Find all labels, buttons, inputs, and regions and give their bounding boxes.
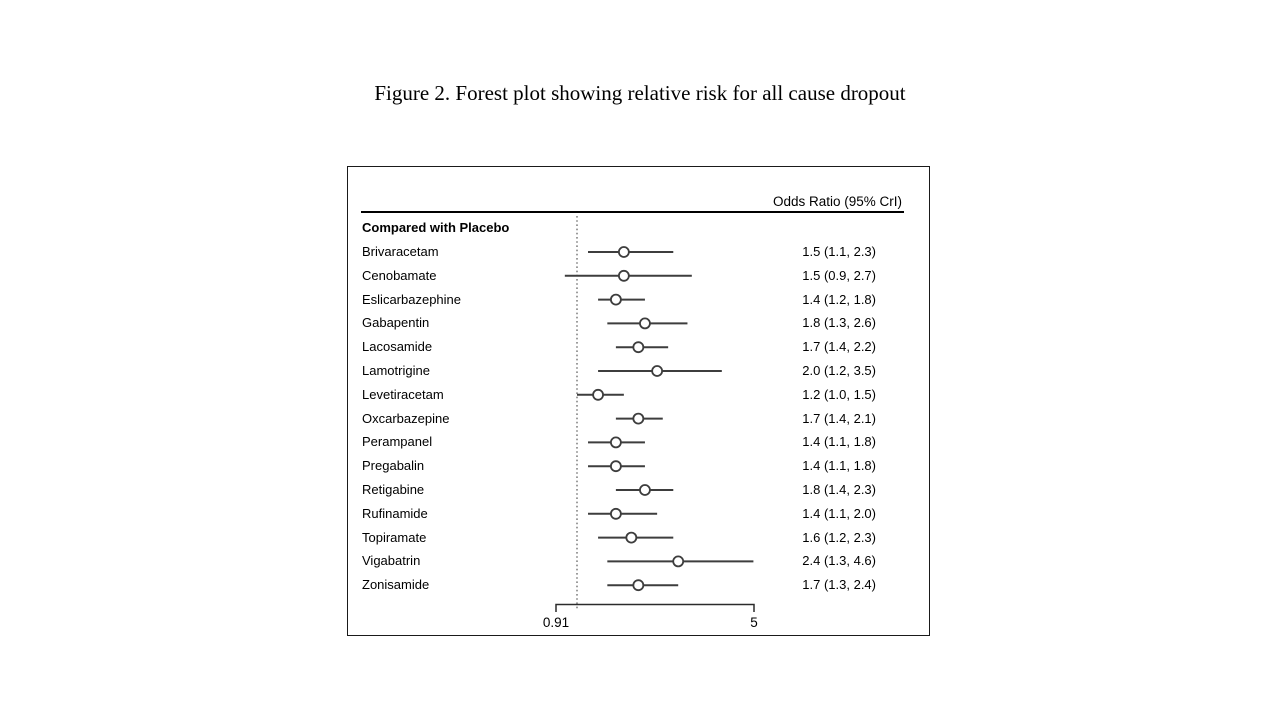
drug-label: Brivaracetam <box>362 244 439 259</box>
or-marker <box>625 531 638 544</box>
or-value: 1.7 (1.4, 2.2) <box>802 339 876 355</box>
drug-label: Perampanel <box>362 434 433 450</box>
or-value: 1.8 (1.4, 2.3) <box>802 482 876 497</box>
or-marker <box>609 460 622 473</box>
or-value: 1.7 (1.3, 2.4) <box>802 577 876 593</box>
drug-label: Pregabalin <box>362 458 425 474</box>
or-marker <box>632 579 645 592</box>
or-marker <box>639 484 651 496</box>
figure-title: Figure 2. Forest plot showing relative r… <box>374 81 906 105</box>
or-value: 1.5 (0.9, 2.7) <box>802 267 876 283</box>
or-marker <box>609 293 622 306</box>
or-value: 1.4 (1.1, 2.0) <box>802 505 876 521</box>
or-marker <box>609 507 622 520</box>
or-value: 2.0 (1.2, 3.5) <box>802 363 876 378</box>
x-axis-tick-label-min: 0.91 <box>542 615 570 630</box>
drug-label: Vigabatrin <box>362 553 421 569</box>
or-value: 1.7 (1.4, 2.1) <box>802 410 876 426</box>
or-marker <box>632 412 645 425</box>
drug-label: Lacosamide <box>362 339 433 355</box>
drug-label: Rufinamide <box>362 505 428 521</box>
plot-area <box>555 216 755 612</box>
or-value: 2.4 (1.3, 4.6) <box>802 553 876 569</box>
or-value: 1.6 (1.2, 2.3) <box>802 529 876 545</box>
drug-label: Retigabine <box>362 482 425 497</box>
group-label: Compared with Placebo <box>362 220 510 235</box>
or-marker <box>592 388 604 401</box>
header-separator-line <box>361 211 904 213</box>
drug-label: Oxcarbazepine <box>362 410 450 426</box>
or-marker <box>609 436 622 449</box>
or-marker <box>639 317 651 330</box>
x-axis-bracket <box>555 603 755 612</box>
forest-plot-panel: Odds Ratio (95% CrI) Compared with Place… <box>347 166 930 636</box>
or-value: 1.4 (1.1, 1.8) <box>802 434 876 450</box>
drug-label: Levetiracetam <box>362 386 444 402</box>
drug-label: Lamotrigine <box>362 363 430 378</box>
or-value: 1.4 (1.2, 1.8) <box>802 291 876 307</box>
drug-label: Zonisamide <box>362 577 430 593</box>
or-marker <box>617 246 630 258</box>
or-marker <box>672 555 685 568</box>
drug-label: Topiramate <box>362 529 427 545</box>
or-marker <box>617 269 630 282</box>
value-column-header: Odds Ratio (95% CrI) <box>772 194 902 209</box>
or-marker <box>632 341 645 354</box>
or-value: 1.2 (1.0, 1.5) <box>802 386 876 402</box>
drug-label: Gabapentin <box>362 315 430 331</box>
or-value: 1.5 (1.1, 2.3) <box>802 244 876 259</box>
x-axis-tick-label-max: 5 <box>750 615 758 630</box>
drug-label: Eslicarbazephine <box>362 291 462 307</box>
drug-label: Cenobamate <box>362 267 437 283</box>
or-marker <box>651 365 664 377</box>
or-value: 1.4 (1.1, 1.8) <box>802 458 876 474</box>
or-value: 1.8 (1.3, 2.6) <box>802 315 876 331</box>
